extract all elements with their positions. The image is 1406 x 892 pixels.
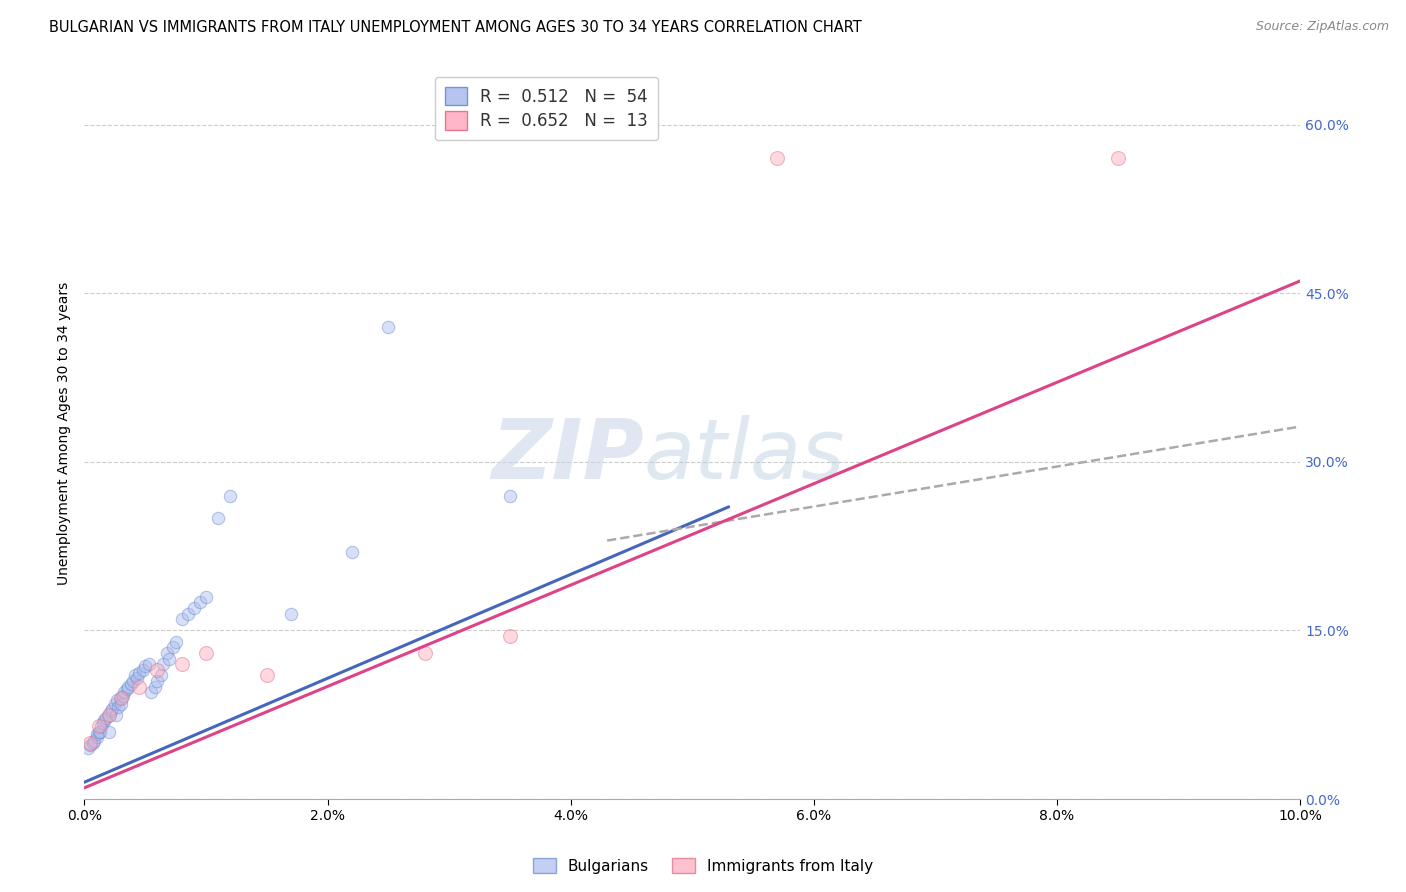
Text: BULGARIAN VS IMMIGRANTS FROM ITALY UNEMPLOYMENT AMONG AGES 30 TO 34 YEARS CORREL: BULGARIAN VS IMMIGRANTS FROM ITALY UNEMP… [49,20,862,35]
Point [183,601,205,615]
Point [219,489,242,503]
Point [146,663,169,677]
Point [93,714,115,728]
Point [159,651,181,665]
Point [87,719,110,733]
Point [96,711,118,725]
Point [114,685,136,699]
Point [110,690,132,705]
Point [170,612,193,626]
Point [149,668,172,682]
Point [86,727,108,741]
Point [499,489,522,503]
Point [128,666,150,681]
Point [132,663,155,677]
Point [100,705,122,719]
Point [105,693,128,707]
Y-axis label: Unemployment Among Ages 30 to 34 years: Unemployment Among Ages 30 to 34 years [58,282,72,585]
Point [156,646,179,660]
Point [117,680,139,694]
Point [110,697,132,711]
Point [90,719,112,733]
Point [101,702,124,716]
Point [340,545,363,559]
Point [79,738,101,752]
Point [112,689,135,703]
Point [207,511,229,525]
Point [152,657,174,672]
Point [97,707,120,722]
Point [1107,152,1129,166]
Legend: R =  0.512   N =  54, R =  0.652   N =  13: R = 0.512 N = 54, R = 0.652 N = 13 [434,77,658,140]
Point [499,629,522,643]
Point [79,736,101,750]
Point [104,707,127,722]
Text: atlas: atlas [644,415,845,496]
Point [120,677,142,691]
Point [766,152,789,166]
Point [110,690,132,705]
Legend: Bulgarians, Immigrants from Italy: Bulgarians, Immigrants from Italy [527,852,879,880]
Point [87,724,110,739]
Point [104,697,127,711]
Point [280,607,302,621]
Point [83,733,105,747]
Point [162,640,184,655]
Point [82,736,104,750]
Point [146,674,169,689]
Text: ZIP: ZIP [491,415,644,496]
Point [107,699,129,714]
Point [122,674,145,689]
Point [128,680,150,694]
Point [141,685,163,699]
Point [413,646,436,660]
Point [97,724,120,739]
Point [165,634,187,648]
Point [170,657,193,672]
Point [177,607,200,621]
Point [377,320,399,334]
Point [115,681,138,696]
Point [86,731,108,745]
Point [256,668,278,682]
Text: Source: ZipAtlas.com: Source: ZipAtlas.com [1256,20,1389,33]
Point [138,657,160,672]
Point [124,668,146,682]
Point [194,590,217,604]
Point [134,659,156,673]
Point [91,715,114,730]
Point [125,671,148,685]
Point [194,646,217,660]
Point [77,741,100,756]
Point [143,680,166,694]
Point [89,724,111,739]
Point [188,595,211,609]
Point [97,707,120,722]
